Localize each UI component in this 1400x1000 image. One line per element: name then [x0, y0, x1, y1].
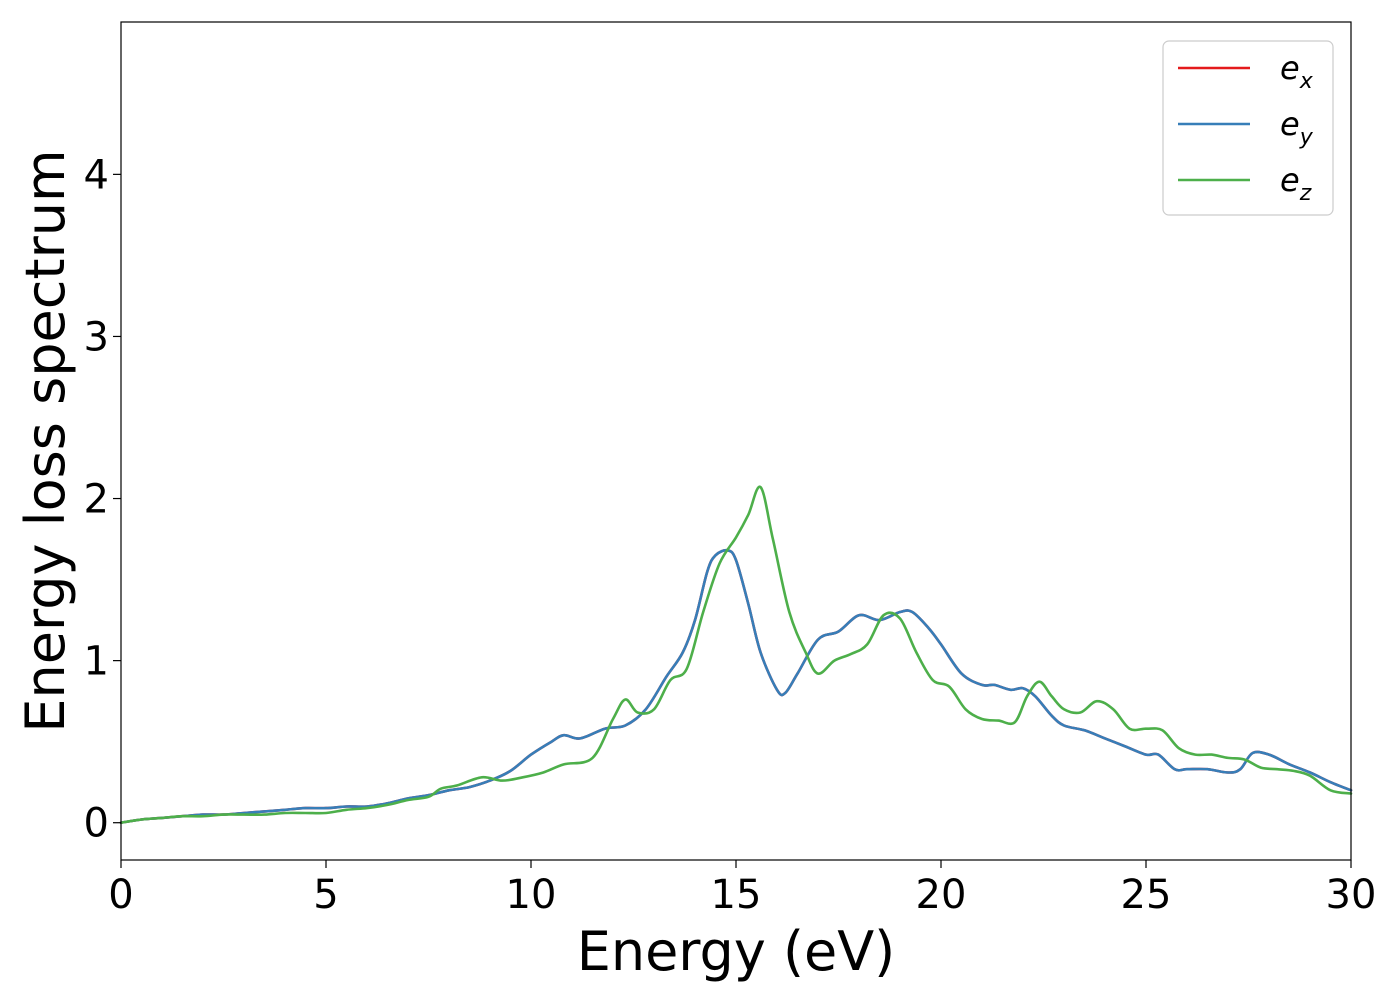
- x-tick-label: 30: [1326, 872, 1377, 918]
- legend-label-base: e: [1280, 161, 1300, 199]
- x-tick-label: 20: [916, 872, 967, 918]
- y-tick-label: 0: [84, 801, 109, 847]
- series-line-x: [119, 548, 1353, 824]
- x-axis-label: Energy (eV): [577, 920, 896, 983]
- x-axis-ticks: 0 5 10 15 20 25 30: [108, 860, 1376, 918]
- series-layer: [119, 485, 1353, 824]
- legend-label-x: ex: [1280, 49, 1314, 94]
- x-tick-label: 10: [506, 872, 557, 918]
- y-tick-label: 4: [84, 152, 109, 198]
- y-tick-label: 3: [84, 314, 109, 360]
- x-tick-label: 25: [1121, 872, 1172, 918]
- series-line-z: [119, 485, 1353, 824]
- y-tick-label: 2: [84, 477, 109, 523]
- y-axis-label: Energy loss spectrum: [14, 149, 77, 732]
- y-axis-ticks: 0 1 2 3 4: [84, 152, 121, 847]
- x-tick-label: 5: [313, 872, 338, 918]
- legend-label-z: ez: [1280, 161, 1312, 206]
- legend-label-subscript: z: [1299, 181, 1312, 206]
- x-tick-label: 0: [108, 872, 133, 918]
- legend-box: [1162, 40, 1334, 216]
- legend-label-y: ey: [1280, 105, 1314, 150]
- series-line-y: [119, 548, 1353, 824]
- x-tick-label: 15: [711, 872, 762, 918]
- y-tick-label: 1: [84, 639, 109, 685]
- legend-label-subscript: x: [1299, 69, 1314, 94]
- legend-label-base: e: [1280, 105, 1300, 143]
- legend-label-subscript: y: [1299, 125, 1314, 150]
- legend-label-base: e: [1280, 49, 1300, 87]
